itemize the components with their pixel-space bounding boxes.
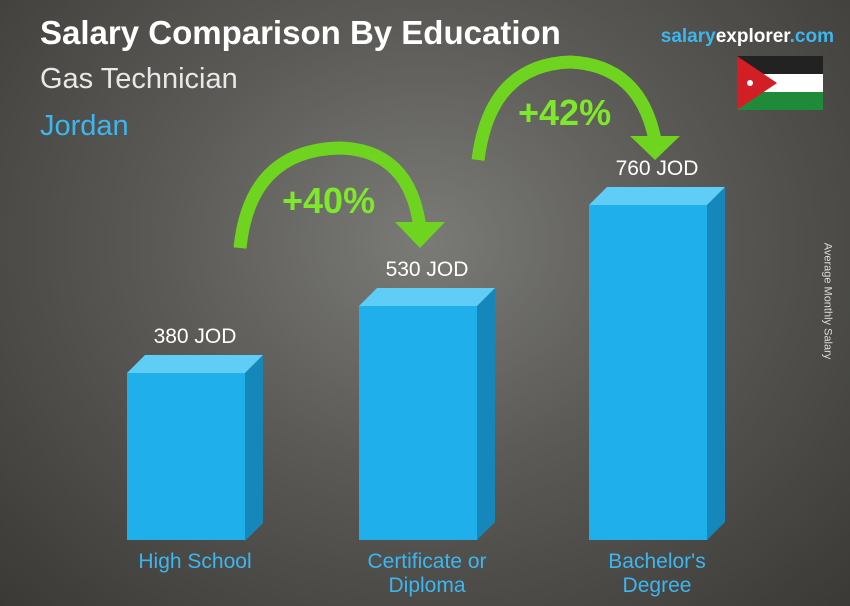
value-label: 760 JOD xyxy=(615,157,699,180)
flag xyxy=(737,56,823,110)
x-tick-label: High School xyxy=(138,550,252,573)
bar-side xyxy=(477,288,495,540)
annotation: +42% xyxy=(518,92,612,133)
brand: salaryexplorer.com xyxy=(661,26,834,48)
value-label: 530 JOD xyxy=(385,258,469,282)
bar-side xyxy=(707,187,725,540)
bar xyxy=(589,187,725,540)
bar-top xyxy=(589,187,725,205)
chart-title: Salary Comparison By Education xyxy=(40,14,561,51)
brand-part: .com xyxy=(789,26,834,47)
value-label: 380 JOD xyxy=(153,324,237,348)
brand-part: salary xyxy=(660,26,716,47)
brand-part: explorer xyxy=(715,26,790,47)
location: Jordan xyxy=(40,110,129,142)
bar-side xyxy=(245,354,263,540)
bar-top xyxy=(359,288,495,307)
annotation: +40% xyxy=(282,180,376,221)
bar xyxy=(127,354,263,540)
x-tick-label: Certificate or Diploma xyxy=(367,550,487,597)
bar-top xyxy=(127,354,263,373)
subtitle: Gas Technician xyxy=(40,63,238,95)
x-tick-label: Bachelor's Degree xyxy=(608,550,706,597)
bar xyxy=(359,288,495,540)
